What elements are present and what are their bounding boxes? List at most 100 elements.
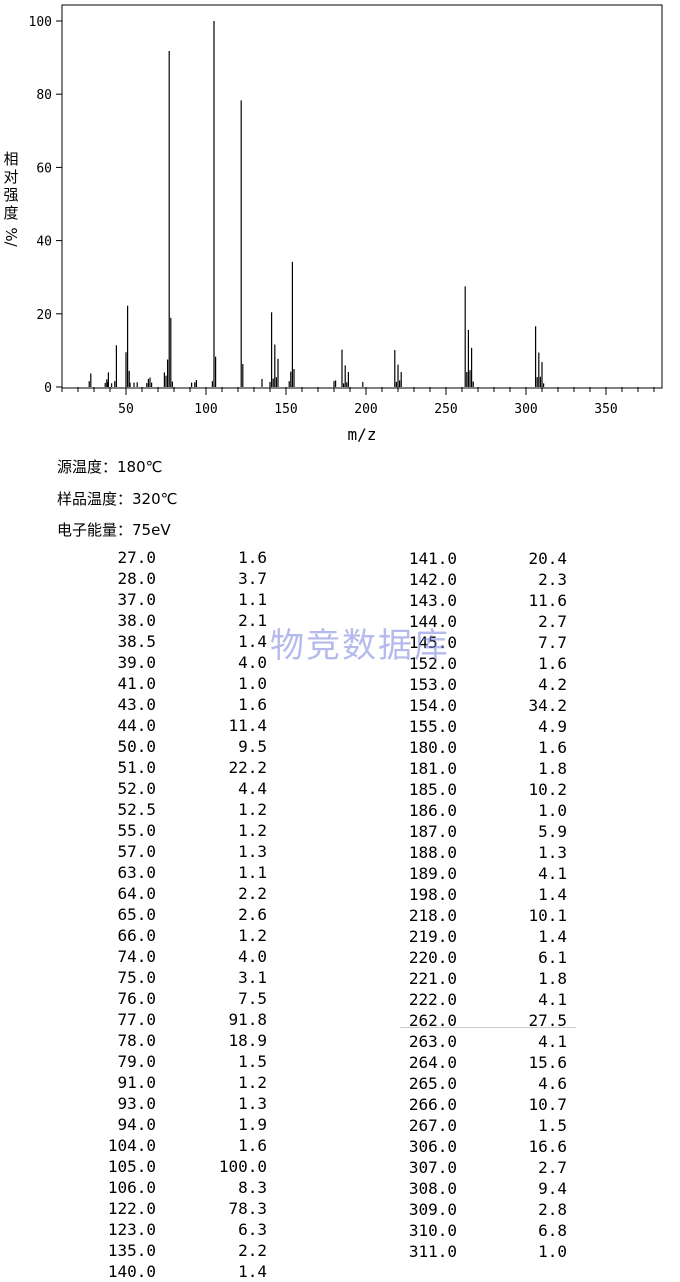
intensity-value: 1.2 — [238, 1073, 267, 1092]
mz-value: 266.0 — [408, 1095, 457, 1114]
intensity-value: 3.1 — [238, 968, 267, 987]
table-row: 104.0 1.6 — [0, 1135, 300, 1156]
table-row: 220.0 6.1 — [0, 947, 600, 968]
table-row: 38.5 1.4 — [0, 631, 300, 652]
intensity-value: 2.2 — [238, 1241, 267, 1260]
mz-value: 264.0 — [408, 1053, 457, 1072]
table-row: 181.0 1.8 — [0, 758, 600, 779]
table-row: 123.0 6.3 — [0, 1219, 300, 1240]
mz-value: 27.0 — [117, 548, 156, 567]
peak-table-left: 27.0 1.6 28.0 3.7 37.0 1.1 38.0 2.1 38.5 1.4 39.0 4… — [0, 547, 300, 1282]
mz-value: 140.0 — [107, 1262, 156, 1281]
table-row: 309.0 2.8 — [0, 1199, 600, 1220]
table-row: 307.0 2.7 — [0, 1157, 600, 1178]
table-row: 105.0 100.0 — [0, 1156, 300, 1177]
table-row: 37.0 1.1 — [0, 589, 300, 610]
mz-value: 50.0 — [117, 737, 156, 756]
mz-value: 28.0 — [117, 569, 156, 588]
table-row: 266.0 10.7 — [0, 1094, 600, 1115]
mz-value: 44.0 — [117, 716, 156, 735]
mz-value: 65.0 — [117, 905, 156, 924]
mz-value: 154.0 — [408, 696, 457, 715]
intensity-value: 10.7 — [528, 1095, 567, 1114]
intensity-value: 1.0 — [538, 801, 567, 820]
mz-value: 52.0 — [117, 779, 156, 798]
intensity-value: 18.9 — [228, 1031, 267, 1050]
intensity-value: 1.5 — [238, 1052, 267, 1071]
table-row: 189.0 4.1 — [0, 863, 600, 884]
table-row: 66.0 1.2 — [0, 925, 300, 946]
electron-energy: 电子能量：75eV — [57, 521, 171, 539]
mz-value: 142.0 — [408, 570, 457, 589]
table-row: 76.0 7.5 — [0, 988, 300, 1009]
intensity-value: 8.3 — [238, 1178, 267, 1197]
intensity-value: 11.4 — [228, 716, 267, 735]
table-row: 265.0 4.6 — [0, 1073, 600, 1094]
x-tick-label: 250 — [434, 402, 457, 417]
mz-value: 91.0 — [117, 1073, 156, 1092]
x-tick-label: 100 — [194, 402, 217, 417]
intensity-value: 1.8 — [538, 969, 567, 988]
intensity-value: 1.6 — [238, 548, 267, 567]
mz-value: 123.0 — [107, 1220, 156, 1239]
mz-value: 74.0 — [117, 947, 156, 966]
mz-value: 153.0 — [408, 675, 457, 694]
intensity-value: 1.1 — [238, 863, 267, 882]
table-row: 64.0 2.2 — [0, 883, 300, 904]
mz-value: 145.0 — [408, 633, 457, 652]
intensity-value: 1.0 — [538, 1242, 567, 1261]
intensity-value: 1.6 — [538, 738, 567, 757]
table-row: 221.0 1.8 — [0, 968, 600, 989]
mz-value: 187.0 — [408, 822, 457, 841]
intensity-value: 16.6 — [528, 1137, 567, 1156]
y-tick-label: 100 — [29, 15, 52, 30]
intensity-value: 2.1 — [238, 611, 267, 630]
mz-value: 310.0 — [408, 1221, 457, 1240]
table-row: 306.0 16.6 — [0, 1136, 600, 1157]
intensity-value: 2.7 — [538, 612, 567, 631]
table-row: 39.0 4.0 — [0, 652, 300, 673]
table-row: 57.0 1.3 — [0, 841, 300, 862]
intensity-value: 1.4 — [238, 1262, 267, 1281]
table-row: 135.0 2.2 — [0, 1240, 300, 1261]
mz-value: 75.0 — [117, 968, 156, 987]
table-row: 91.0 1.2 — [0, 1072, 300, 1093]
intensity-value: 6.8 — [538, 1221, 567, 1240]
mass-spectrum-chart: 0 20 40 60 80 100 50 100 150 200 250 300 350 m/z — [29, 4, 663, 444]
mz-value: 185.0 — [408, 780, 457, 799]
table-row: 43.0 1.6 — [0, 694, 300, 715]
table-row: 222.0 4.1 — [0, 989, 600, 1010]
intensity-value: 4.1 — [538, 990, 567, 1009]
mz-value: 64.0 — [117, 884, 156, 903]
mz-value: 37.0 — [117, 590, 156, 609]
table-row: 154.0 34.2 — [0, 695, 600, 716]
intensity-value: 4.2 — [538, 675, 567, 694]
table-row: 263.0 4.1 — [0, 1031, 600, 1052]
intensity-value: 3.7 — [238, 569, 267, 588]
table-row: 198.0 1.4 — [0, 884, 600, 905]
intensity-value: 4.0 — [238, 653, 267, 672]
intensity-value: 10.1 — [528, 906, 567, 925]
table-divider — [400, 1027, 576, 1028]
mz-value: 181.0 — [408, 759, 457, 778]
table-row: 55.0 1.2 — [0, 820, 300, 841]
peak-table-right: 141.0 20.4 142.0 2.3 143.0 11.6 144.0 2.7 145.0 7… — [0, 548, 600, 1262]
table-row: 262.0 27.5 — [0, 1010, 600, 1031]
y-axis-ticks: 0 20 40 60 80 100 — [29, 15, 62, 396]
mz-value: 104.0 — [107, 1136, 156, 1155]
mz-value: 219.0 — [408, 927, 457, 946]
plot-frame — [61, 4, 663, 389]
table-row: 94.0 1.9 — [0, 1114, 300, 1135]
intensity-value: 1.9 — [238, 1115, 267, 1134]
y-axis-label: 相对强度 %/ — [0, 150, 22, 247]
intensity-value: 11.6 — [528, 591, 567, 610]
table-row: 106.0 8.3 — [0, 1177, 300, 1198]
intensity-value: 91.8 — [228, 1010, 267, 1029]
intensity-value: 5.9 — [538, 822, 567, 841]
table-row: 63.0 1.1 — [0, 862, 300, 883]
x-tick-label: 50 — [118, 402, 134, 417]
y-tick-label: 20 — [36, 308, 52, 323]
intensity-value: 1.5 — [538, 1116, 567, 1135]
mz-value: 263.0 — [408, 1032, 457, 1051]
mz-value: 189.0 — [408, 864, 457, 883]
